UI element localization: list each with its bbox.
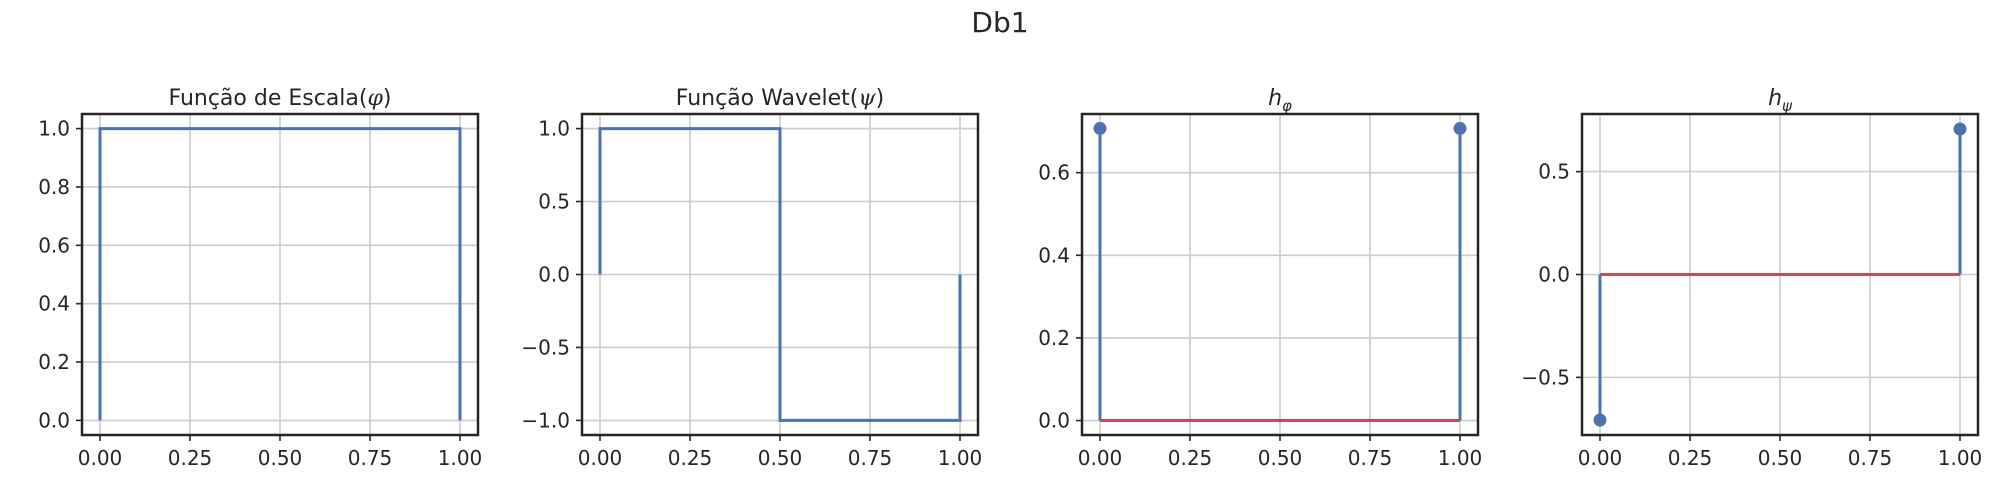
stem-marker bbox=[1453, 121, 1467, 135]
y-tick-label: 0.4 bbox=[1038, 243, 1070, 267]
x-tick-label: 0.00 bbox=[578, 446, 623, 470]
x-tick-label: 0.00 bbox=[78, 446, 123, 470]
y-tick-label: −0.5 bbox=[1521, 365, 1570, 389]
y-tick-label: 0.0 bbox=[38, 408, 70, 432]
y-tick-label: −0.5 bbox=[521, 335, 570, 359]
y-tick-label: 1.0 bbox=[38, 117, 70, 141]
x-tick-label: 1.00 bbox=[938, 446, 983, 470]
x-tick-label: 0.25 bbox=[168, 446, 213, 470]
x-tick-label: 0.75 bbox=[1848, 446, 1893, 470]
x-tick-label: 0.75 bbox=[348, 446, 393, 470]
y-tick-label: 1.0 bbox=[538, 117, 570, 141]
subplot-title: hφ bbox=[1268, 86, 1292, 115]
x-tick-label: 0.50 bbox=[258, 446, 303, 470]
x-tick-label: 1.00 bbox=[1438, 446, 1483, 470]
series-line bbox=[98, 127, 462, 421]
x-tick-label: 1.00 bbox=[438, 446, 483, 470]
y-tick-label: −1.0 bbox=[521, 408, 570, 432]
y-tick-label: 0.0 bbox=[1538, 263, 1570, 287]
y-tick-label: 0.8 bbox=[38, 175, 70, 199]
x-tick-label: 0.25 bbox=[1668, 446, 1713, 470]
x-tick-label: 0.25 bbox=[1168, 446, 1213, 470]
x-tick-label: 0.50 bbox=[1258, 446, 1303, 470]
subplot-1: 0.00 0.25 0.50 0.75 1.00 0.0 0.2 0.4 0.6 0.8 1.0 Fu… bbox=[38, 86, 482, 470]
x-tick-label: 0.50 bbox=[758, 446, 803, 470]
stem-marker bbox=[1953, 122, 1967, 136]
x-tick-label: 0.75 bbox=[1348, 446, 1393, 470]
x-tick-label: 0.75 bbox=[848, 446, 893, 470]
x-tick-label: 0.50 bbox=[1758, 446, 1803, 470]
y-tick-label: 0.0 bbox=[1038, 409, 1070, 433]
subplot-4: 0.00 0.25 0.50 0.75 1.00 −0.5 0.0 0.5 hψ bbox=[1521, 86, 1982, 470]
y-tick-label: 0.0 bbox=[538, 263, 570, 287]
subplot-2: 0.00 0.25 0.50 0.75 1.00 −1.0 −0.5 0.0 0.5 1.0 Fun… bbox=[521, 86, 982, 470]
x-tick-label: 0.25 bbox=[668, 446, 713, 470]
y-tick-label: 0.6 bbox=[38, 233, 70, 257]
y-tick-label: 0.5 bbox=[538, 190, 570, 214]
y-tick-label: 0.4 bbox=[38, 292, 70, 316]
y-tick-label: 0.2 bbox=[38, 350, 70, 374]
subplot-title: Função de Escala(φ) bbox=[169, 86, 392, 111]
subplot-title: Função Wavelet(ψ) bbox=[676, 86, 884, 111]
subplot-title: hψ bbox=[1768, 86, 1793, 115]
y-tick-label: 0.6 bbox=[1038, 161, 1070, 185]
y-tick-label: 0.5 bbox=[1538, 160, 1570, 184]
x-tick-label: 1.00 bbox=[1938, 446, 1983, 470]
subplot-3: 0.00 0.25 0.50 0.75 1.00 0.0 0.2 0.4 0.6 hφ bbox=[1038, 86, 1482, 470]
figure-title: Db1 bbox=[971, 6, 1028, 39]
stem-marker bbox=[1093, 121, 1107, 135]
x-tick-label: 0.00 bbox=[1078, 446, 1123, 470]
stem-marker bbox=[1593, 413, 1607, 427]
series-line bbox=[598, 127, 962, 422]
x-tick-label: 0.00 bbox=[1578, 446, 1623, 470]
y-tick-label: 0.2 bbox=[1038, 326, 1070, 350]
